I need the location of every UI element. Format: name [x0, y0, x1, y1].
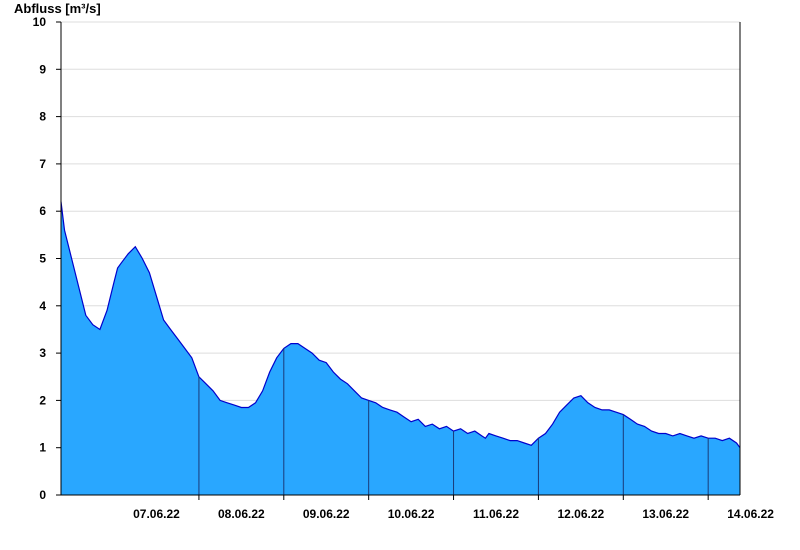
x-tick-label-07.06.22: 07.06.22 — [133, 507, 180, 521]
series-line — [60, 201, 741, 449]
series-area-fill — [61, 201, 740, 495]
plot-area — [60, 201, 741, 495]
y-tick-label-5: 5 — [39, 252, 46, 266]
y-tick-label-6: 6 — [39, 204, 46, 218]
x-tick-label-08.06.22: 08.06.22 — [218, 507, 265, 521]
y-tick-label-7: 7 — [39, 157, 46, 171]
y-tick-label-3: 3 — [39, 346, 46, 360]
x-tick-label-14.06.22: 14.06.22 — [727, 507, 774, 521]
y-tick-label-9: 9 — [39, 62, 46, 76]
y-tick-label-1: 1 — [39, 441, 46, 455]
x-tick-label-13.06.22: 13.06.22 — [642, 507, 689, 521]
y-axis-title: Abfluss [m³/s] — [14, 1, 101, 16]
x-axis-ticks: 07.06.22 08.06.22 09.06.22 10.06.22 11.06.22… — [133, 495, 774, 521]
y-tick-label-8: 8 — [39, 110, 46, 124]
y-tick-label-10: 10 — [33, 15, 47, 29]
y-tick-label-4: 4 — [39, 299, 46, 313]
x-tick-label-10.06.22: 10.06.22 — [388, 507, 435, 521]
y-tick-label-2: 2 — [39, 393, 46, 407]
y-axis-ticks: 0 1 2 3 4 5 6 7 8 9 10 — [33, 15, 61, 502]
x-tick-label-12.06.22: 12.06.22 — [558, 507, 605, 521]
x-tick-label-11.06.22: 11.06.22 — [473, 507, 519, 521]
day-separator-lines — [198, 348, 709, 495]
x-tick-label-09.06.22: 09.06.22 — [303, 507, 350, 521]
y-tick-label-0: 0 — [39, 488, 46, 502]
